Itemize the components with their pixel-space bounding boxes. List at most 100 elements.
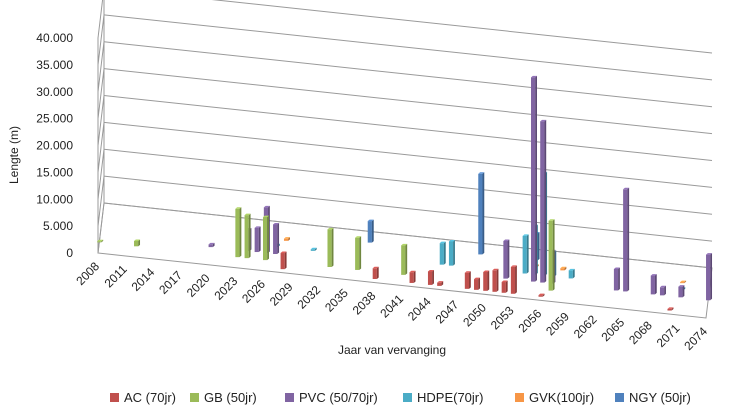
- gridline-back: [103, 14, 713, 81]
- x-tick-label: 2023: [212, 274, 241, 303]
- x-tick-label: 2074: [681, 324, 710, 353]
- x-tick-label: 2017: [156, 268, 185, 297]
- legend-item: HDPE(70jr): [403, 390, 483, 405]
- x-tick-label: 2038: [350, 289, 379, 318]
- bar: [680, 280, 687, 284]
- y-tick-label: 15.000: [36, 165, 73, 179]
- bar: [659, 285, 666, 296]
- legend: AC (70jr) GB (50jr) PVC (50/70jr) HDPE(70jr…: [110, 390, 691, 405]
- gridline-back: [211, 0, 713, 54]
- bar: [401, 243, 408, 275]
- x-tick-label: 2020: [184, 271, 213, 300]
- bar: [273, 222, 280, 255]
- x-tick-label: 2053: [488, 303, 517, 332]
- bar: [667, 307, 674, 311]
- legend-item: NGY (50jr): [615, 390, 691, 405]
- bar: [97, 239, 104, 243]
- x-tick-label: 2047: [433, 297, 462, 326]
- bar: [492, 268, 499, 292]
- gridlines: [97, 0, 713, 319]
- legend-item: PVC (50/70jr): [285, 390, 378, 405]
- gridline-back: [103, 121, 713, 188]
- gridline-back: [103, 148, 713, 215]
- y-tick-label: 10.000: [36, 192, 73, 206]
- bar: [244, 213, 251, 259]
- bar: [560, 266, 567, 271]
- x-tick-label: 2044: [405, 294, 434, 323]
- bar: [548, 219, 555, 291]
- x-tick-label: 2050: [460, 300, 489, 329]
- bar: [474, 277, 481, 290]
- y-tick-label: 40.000: [36, 31, 73, 45]
- bar: [478, 172, 485, 255]
- bar: [706, 253, 713, 301]
- bar: [367, 219, 374, 243]
- legend-item: AC (70jr): [110, 390, 176, 405]
- bars: [97, 75, 713, 311]
- gridline-side: [97, 95, 105, 146]
- bar: [283, 237, 290, 241]
- bar: [510, 265, 517, 294]
- bar: [262, 215, 269, 261]
- bar: [134, 239, 141, 247]
- x-tick-label: 2014: [129, 265, 158, 294]
- bar: [650, 274, 657, 295]
- bar: [355, 236, 362, 270]
- y-tick-label: 35.000: [36, 58, 73, 72]
- bar: [327, 227, 334, 267]
- legend-label: HDPE(70jr): [417, 390, 483, 405]
- gridline-side: [97, 176, 105, 227]
- bar: [503, 239, 510, 279]
- bar: [530, 75, 537, 282]
- bar: [437, 281, 444, 286]
- x-tick-label: 2056: [516, 306, 545, 335]
- legend-label: AC (70jr): [124, 390, 176, 405]
- bar: [568, 268, 575, 279]
- x-tick-label: 2071: [654, 321, 683, 350]
- bar: [310, 247, 317, 251]
- y-axis-ticks: 0 5.000 10.000 15.000 20.000 25.000 30.000 35.0…: [36, 31, 73, 260]
- x-tick-label: 2026: [239, 277, 268, 306]
- legend-swatch: [110, 393, 119, 402]
- legend-swatch: [403, 393, 412, 402]
- gridline-back: [103, 95, 713, 161]
- gridline-back: [103, 41, 713, 108]
- legend-label: GB (50jr): [204, 390, 257, 405]
- bar: [623, 187, 630, 292]
- y-axis-title: Lengte (m): [7, 126, 21, 184]
- legend-label: PVC (50/70jr): [299, 390, 378, 405]
- bar: [464, 271, 471, 289]
- gridline-side: [97, 68, 105, 119]
- legend-swatch: [285, 393, 294, 402]
- bar: [254, 226, 261, 253]
- bar: [483, 270, 490, 291]
- bar: [235, 207, 242, 258]
- bar: [678, 285, 685, 298]
- gridline-side: [97, 14, 105, 65]
- bar: [538, 293, 545, 297]
- x-tick-label: 2035: [322, 286, 351, 315]
- gridline-back: [103, 175, 713, 242]
- bar: [540, 119, 547, 283]
- x-axis-title: Jaar van vervanging: [338, 343, 446, 357]
- y-tick-label: 30.000: [36, 85, 73, 99]
- y-tick-label: 25.000: [36, 112, 73, 126]
- x-tick-label: 2041: [377, 291, 406, 320]
- gridline-side: [97, 149, 105, 200]
- x-tick-label: 2068: [626, 318, 655, 347]
- legend-item: GVK(100jr): [515, 390, 594, 405]
- bar: [427, 269, 434, 285]
- gridline-side: [97, 41, 105, 92]
- bar: [439, 241, 446, 265]
- bar: [409, 270, 416, 283]
- x-tick-label: 2059: [543, 309, 572, 338]
- bar: [208, 242, 215, 248]
- bar: [501, 280, 508, 293]
- x-tick-label: 2065: [598, 315, 627, 344]
- bar: [522, 234, 529, 274]
- legend-item: GB (50jr): [190, 390, 257, 405]
- y-tick-label: 20.000: [36, 139, 73, 153]
- x-tick-label: 2062: [571, 312, 600, 341]
